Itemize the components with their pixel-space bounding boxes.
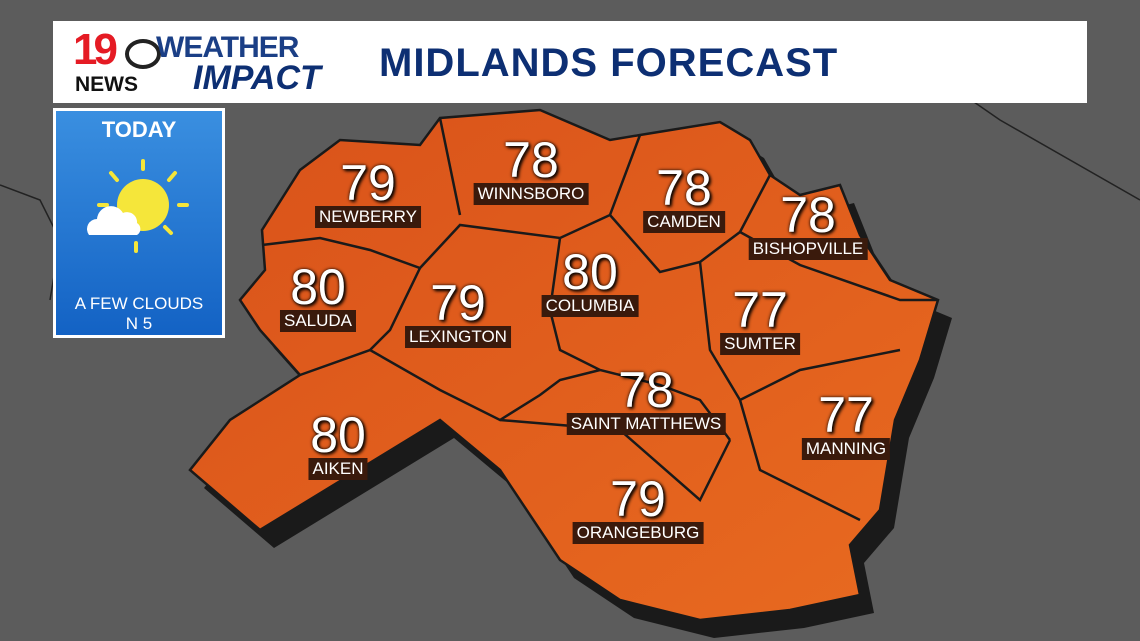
city-aiken: 80 AIKEN: [308, 407, 368, 480]
page-title: MIDLANDS FORECAST: [379, 41, 839, 85]
county-borders: [261, 117, 938, 522]
city-orangeburg: 79 ORANGEBURG: [572, 471, 704, 544]
temperature: 79: [610, 471, 666, 527]
temperature: 78: [656, 160, 712, 216]
city-label: BISHOPVILLE: [748, 238, 868, 260]
city-label: CAMDEN: [643, 211, 725, 233]
temperature: 79: [430, 275, 486, 331]
temperature: 78: [503, 132, 559, 188]
partly-sunny-icon: [87, 159, 189, 253]
city-bishopville: 78 BISHOPVILLE: [748, 187, 868, 260]
temperature: 78: [780, 187, 836, 243]
temperature: 78: [618, 362, 674, 418]
temperature: 80: [290, 259, 346, 315]
city-label: COLUMBIA: [541, 295, 639, 317]
city-label: LEXINGTON: [405, 326, 511, 348]
temperature: 80: [562, 244, 618, 300]
today-panel: TODAY A FEW CLOUDS N 5: [53, 108, 225, 338]
city-label: NEWBERRY: [315, 206, 421, 228]
city-winnsboro: 78 WINNSBORO: [473, 132, 589, 205]
temperature: 77: [732, 282, 788, 338]
city-newberry: 79 NEWBERRY: [315, 158, 421, 228]
city-saluda: 80 SALUDA: [279, 259, 357, 332]
cbs-eye-icon: [125, 39, 161, 69]
station-logo-news: NEWS: [75, 73, 138, 96]
impact-logo-text: IMPACT: [193, 59, 321, 97]
city-manning: 77 MANNING: [801, 387, 891, 460]
city-label: MANNING: [801, 438, 891, 460]
city-label: SUMTER: [720, 333, 800, 355]
temperature: 79: [340, 155, 396, 211]
today-label: TODAY: [101, 117, 177, 142]
city-label: SAINT MATTHEWS: [566, 413, 726, 435]
today-condition: A FEW CLOUDS: [74, 294, 204, 313]
city-label: WINNSBORO: [473, 183, 589, 205]
today-wind: N 5: [125, 314, 153, 333]
station-logo-number: 19: [73, 25, 118, 74]
weather-logo-text: WEATHER: [156, 31, 299, 64]
city-label: SALUDA: [279, 310, 357, 332]
city-columbia: 80 COLUMBIA: [541, 244, 639, 317]
temperature: 77: [818, 387, 874, 443]
temperature: 80: [310, 407, 366, 463]
city-label: ORANGEBURG: [572, 522, 704, 544]
header-bar: 19 NEWS WEATHER IMPACT MIDLANDS FORECAST: [53, 21, 1087, 103]
city-saint-matthews: 78 SAINT MATTHEWS: [566, 362, 726, 435]
city-lexington: 79 LEXINGTON: [405, 278, 511, 348]
city-sumter: 77 SUMTER: [720, 285, 800, 355]
city-label: AIKEN: [308, 458, 368, 480]
city-camden: 78 CAMDEN: [643, 163, 725, 233]
